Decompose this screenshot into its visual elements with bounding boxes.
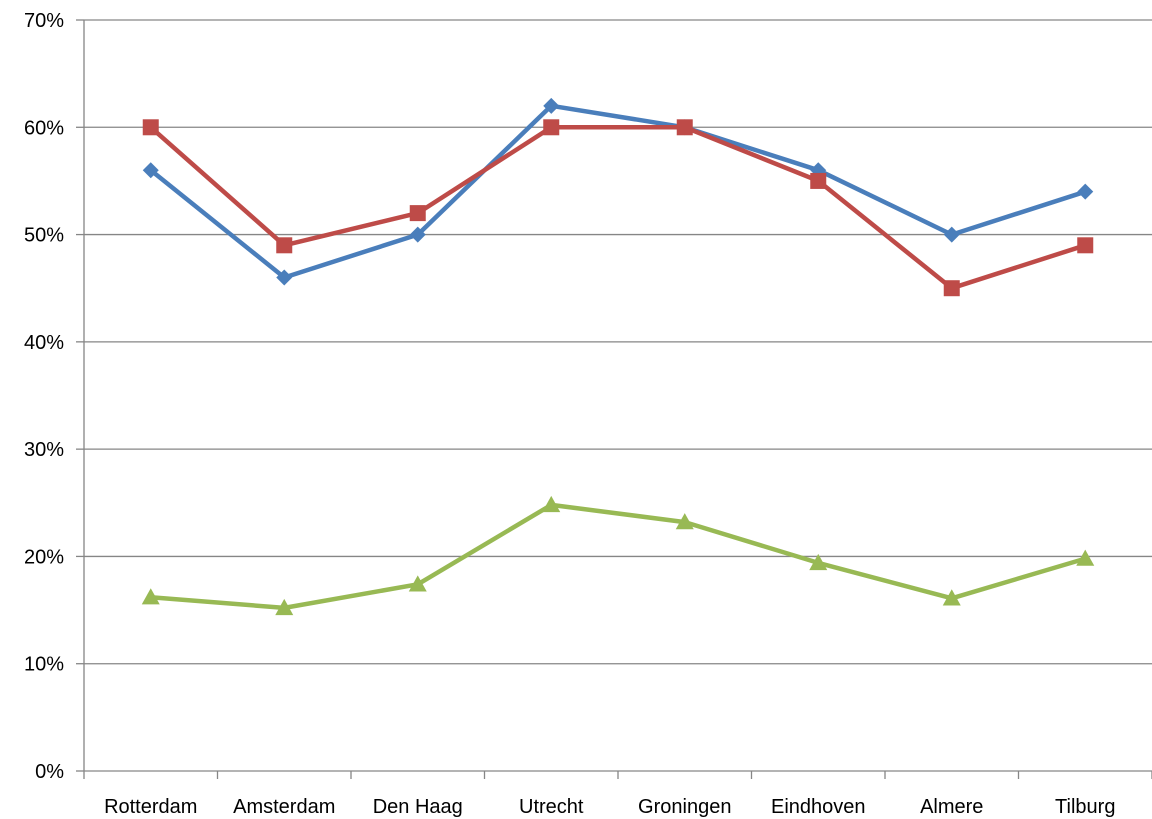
y-tick-label: 40% [24,332,64,354]
series-line [148,103,1088,280]
data-point-diamond [276,269,293,286]
data-point-square [810,172,827,189]
x-tick-label: Utrecht [519,796,584,818]
series-line [148,125,1088,291]
series-2 [142,119,1094,297]
data-point-diamond [1077,183,1094,200]
x-tick-label: Amsterdam [233,796,335,818]
data-point-triangle [942,589,961,606]
x-tick-label: Tilburg [1055,796,1115,818]
y-tick-label: 60% [24,117,64,139]
data-point-triangle [675,513,694,530]
y-tick-label: 10% [24,654,64,676]
data-point-triangle [408,575,427,592]
x-tick-label: Groningen [638,796,731,818]
y-tick-label: 20% [24,546,64,568]
y-axis-tick-labels: 0% 10% 20% 30% 40% 50% 60% 70% [24,10,64,783]
data-point-triangle [809,553,828,571]
data-point-square [543,119,560,136]
series-line [148,502,1088,611]
data-point-triangle [141,588,160,605]
data-point-diamond [943,226,960,243]
data-point-diamond [409,226,426,243]
y-tick-label: 50% [24,225,64,247]
x-tick-label: Almere [920,796,983,818]
y-tick-label: 30% [24,439,64,461]
x-axis-tick-labels: Rotterdam Amsterdam Den Haag Utrecht Groning… [104,796,1115,818]
axes [76,19,1152,779]
data-point-diamond [543,97,560,114]
x-tick-label: Rotterdam [104,796,197,818]
data-point-square [676,119,693,136]
data-point-diamond [142,162,159,179]
data-point-square [409,205,426,222]
x-tick-label: Eindhoven [771,796,866,818]
data-series [141,97,1095,616]
data-point-triangle [275,598,294,616]
data-point-triangle [542,495,561,513]
data-point-triangle [1076,549,1095,566]
data-point-square [943,280,960,297]
y-tick-label: 0% [35,761,64,783]
data-point-square [1077,237,1094,254]
x-tick-label: Den Haag [373,796,463,818]
y-tick-label: 70% [24,10,64,32]
series-3 [141,495,1095,616]
data-point-square [276,237,293,254]
data-point-square [142,119,159,136]
